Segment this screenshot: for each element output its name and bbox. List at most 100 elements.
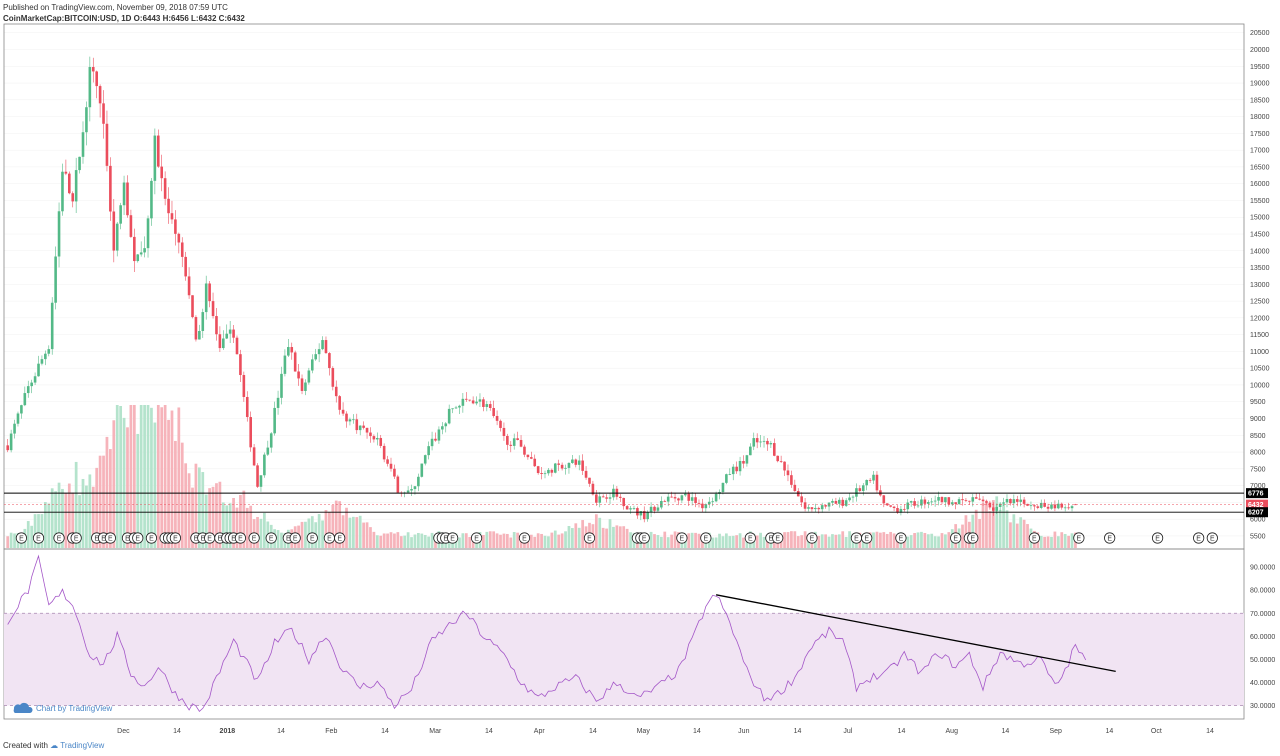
volume-bar-201 xyxy=(694,532,697,548)
event-marker-circle xyxy=(289,532,301,544)
candle-body-14 xyxy=(54,256,57,303)
footer: Created with ☁ TradingView xyxy=(3,741,104,750)
candle-body-287 xyxy=(988,502,992,508)
volume-bar-226 xyxy=(779,537,783,548)
candle-body-160 xyxy=(553,463,557,473)
event-marker-label: E xyxy=(19,535,24,542)
volume-bar-118 xyxy=(410,537,413,548)
volume-bar-7 xyxy=(30,525,34,548)
volume-bar-119 xyxy=(413,534,417,548)
volume-bar-107 xyxy=(372,531,376,548)
volume-bar-140 xyxy=(485,531,489,548)
price-tag-label: 6432 xyxy=(1248,502,1264,509)
event-marker-label: E xyxy=(1196,535,1201,542)
candle-body-258 xyxy=(889,505,892,507)
event-marker-label: E xyxy=(125,535,130,542)
event-marker-label: E xyxy=(474,535,479,542)
price-tick-label-26: 18500 xyxy=(1250,97,1270,104)
volume-bar-231 xyxy=(796,536,800,548)
candle-body-216 xyxy=(745,455,749,464)
volume-bar-62 xyxy=(218,481,222,548)
candle-body-158 xyxy=(547,469,550,474)
volume-bar-280 xyxy=(964,515,968,548)
event-marker: E xyxy=(967,532,979,544)
volume-bar-239 xyxy=(824,534,827,548)
candle-body-312 xyxy=(1074,504,1077,506)
volume-bar-158 xyxy=(547,536,550,548)
price-tag: 6432 xyxy=(1246,499,1268,510)
volume-bar-308 xyxy=(1060,532,1064,548)
candle-body-185 xyxy=(639,511,643,516)
volume-bar-108 xyxy=(375,535,379,548)
price-tag-bg xyxy=(1246,499,1268,510)
volume-bar-25 xyxy=(91,486,95,548)
volume-bar-303 xyxy=(1043,536,1047,548)
candle-body-295 xyxy=(1015,499,1019,502)
candle-body-127 xyxy=(441,426,444,430)
candle-body-147 xyxy=(509,444,513,446)
candle-body-260 xyxy=(896,508,899,513)
candle-body-139 xyxy=(482,399,485,407)
event-marker: E xyxy=(1151,532,1164,544)
volume-bar-94 xyxy=(328,512,331,548)
price-tick-label-5: 8000 xyxy=(1250,450,1266,457)
volume-bar-256 xyxy=(882,532,886,548)
volume-bar-132 xyxy=(458,537,461,548)
candle-body-223 xyxy=(769,443,773,445)
volume-bar-113 xyxy=(393,533,396,548)
candle-body-109 xyxy=(379,437,383,446)
candle-body-100 xyxy=(348,419,352,422)
candle-body-238 xyxy=(820,505,824,510)
candle-body-159 xyxy=(550,469,554,473)
volume-bar-75 xyxy=(263,512,266,548)
candle-body-79 xyxy=(276,397,280,408)
candle-body-143 xyxy=(495,415,499,421)
candle-body-104 xyxy=(362,425,365,428)
candle-body-113 xyxy=(393,468,396,477)
volume-bar-195 xyxy=(673,531,677,548)
volume-bar-165 xyxy=(571,528,574,548)
candle-body-20 xyxy=(74,170,78,202)
volume-bar-282 xyxy=(971,514,975,548)
event-marker-label: E xyxy=(810,535,815,542)
candle-body-118 xyxy=(410,489,413,491)
volume-bar-298 xyxy=(1026,524,1029,548)
candle-body-226 xyxy=(779,461,783,462)
candle-body-163 xyxy=(564,467,567,469)
x-tick-label-20: Oct xyxy=(1151,728,1162,735)
candle-body-150 xyxy=(519,439,523,447)
candle-body-88 xyxy=(307,370,311,383)
event-marker-label: E xyxy=(36,535,41,542)
volume-bar-120 xyxy=(417,532,420,548)
volume-bar-258 xyxy=(889,531,893,548)
volume-bar-177 xyxy=(612,526,615,548)
volume-bar-290 xyxy=(998,509,1002,548)
volume-bar-157 xyxy=(543,535,547,548)
volume-bar-156 xyxy=(540,533,543,548)
candle-body-220 xyxy=(759,441,762,443)
event-marker-label: E xyxy=(1077,535,1082,542)
event-marker-circle xyxy=(1028,532,1040,544)
volume-bar-26 xyxy=(95,467,99,548)
event-marker-circle xyxy=(583,532,596,544)
volume-bar-147 xyxy=(509,537,513,548)
candle-body-165 xyxy=(571,459,574,463)
candle-body-285 xyxy=(981,499,985,502)
candle-body-217 xyxy=(749,446,752,456)
candle-body-241 xyxy=(831,500,834,503)
price-tick-label-15: 13000 xyxy=(1250,282,1270,289)
volume-bar-287 xyxy=(988,511,992,548)
event-marker: E xyxy=(1028,532,1040,544)
candle-body-153 xyxy=(530,457,533,459)
volume-layer xyxy=(6,405,1077,548)
volume-bar-54 xyxy=(191,487,194,548)
volume-bar-60 xyxy=(211,486,215,548)
volume-bar-11 xyxy=(43,502,47,548)
x-tick-label-2: 2018 xyxy=(220,728,236,735)
horizontal-lines-layer xyxy=(4,492,1244,513)
volume-bar-148 xyxy=(512,532,516,548)
price-tick-label-29: 20000 xyxy=(1250,47,1270,54)
event-marker: E xyxy=(1104,532,1116,544)
